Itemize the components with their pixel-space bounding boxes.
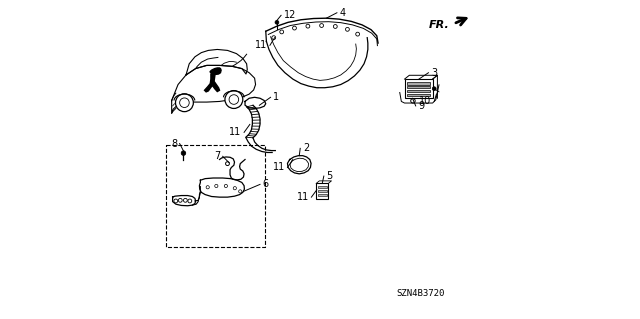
Bar bbox=[407, 86, 430, 88]
Bar bbox=[318, 186, 326, 188]
Text: 4: 4 bbox=[339, 8, 346, 18]
Bar bbox=[166, 145, 265, 247]
Text: SZN4B3720: SZN4B3720 bbox=[397, 289, 445, 298]
Circle shape bbox=[225, 91, 243, 108]
Text: 9: 9 bbox=[419, 101, 424, 111]
Text: 12: 12 bbox=[284, 10, 296, 20]
Bar bbox=[318, 190, 326, 192]
Circle shape bbox=[175, 94, 193, 112]
Circle shape bbox=[181, 151, 186, 155]
Text: 7: 7 bbox=[214, 151, 220, 161]
Polygon shape bbox=[205, 73, 220, 92]
Text: 11: 11 bbox=[273, 162, 285, 173]
Bar bbox=[404, 79, 433, 98]
Circle shape bbox=[432, 87, 436, 91]
Bar bbox=[407, 94, 430, 96]
Text: 5: 5 bbox=[326, 171, 333, 181]
Text: 3: 3 bbox=[431, 68, 437, 78]
Text: 2: 2 bbox=[303, 143, 309, 153]
Text: 10: 10 bbox=[419, 96, 431, 107]
Bar bbox=[316, 183, 328, 199]
Circle shape bbox=[275, 20, 279, 24]
Text: 11: 11 bbox=[296, 192, 309, 202]
Polygon shape bbox=[186, 49, 247, 75]
Bar bbox=[407, 82, 430, 85]
Polygon shape bbox=[210, 68, 221, 74]
Text: 6: 6 bbox=[262, 179, 269, 189]
Polygon shape bbox=[172, 65, 255, 113]
Bar bbox=[407, 90, 430, 92]
Bar bbox=[318, 194, 326, 196]
Text: 8: 8 bbox=[171, 138, 177, 149]
Text: FR.: FR. bbox=[428, 20, 449, 30]
Text: 11: 11 bbox=[255, 40, 268, 50]
Text: 1: 1 bbox=[273, 92, 279, 102]
Text: 11: 11 bbox=[229, 127, 241, 137]
